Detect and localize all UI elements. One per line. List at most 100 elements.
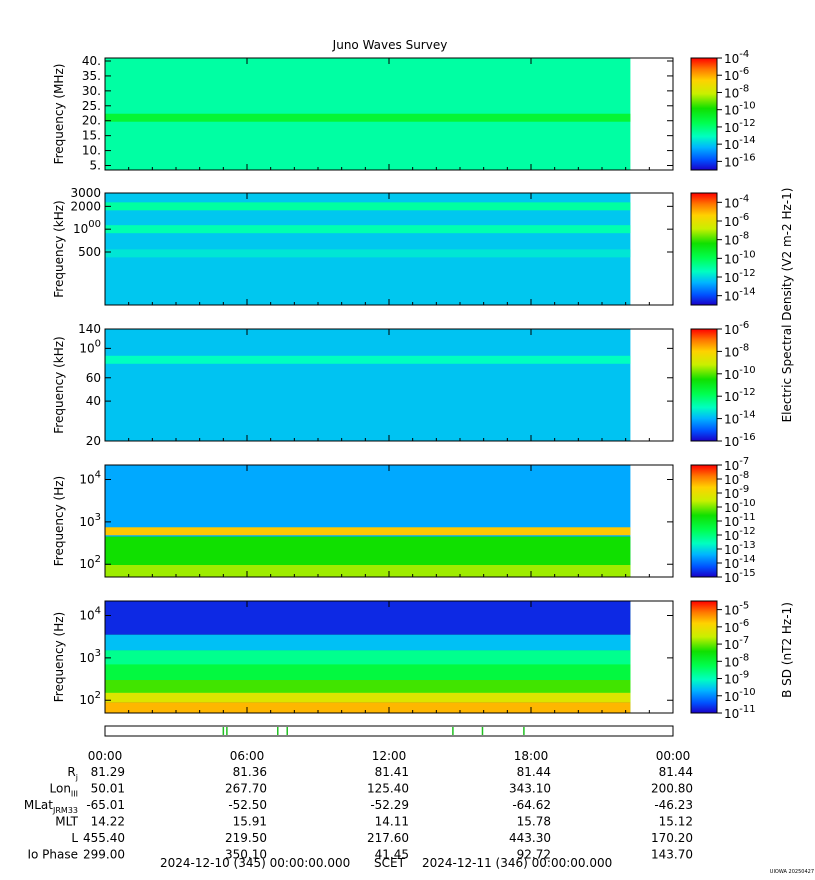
ephemeris-value: 443.30 — [509, 831, 551, 845]
emission-band-1 — [105, 202, 631, 211]
colorbar-title-magnetic: B SD (nT2 Hz-1) — [780, 602, 794, 698]
colorbar-label: 10-7 — [724, 635, 749, 652]
y-axis-label: Frequency (kHz) — [52, 336, 66, 433]
colorbar-label: 10-9 — [724, 670, 749, 687]
colorbar-label: 10-8 — [724, 83, 749, 100]
ephemeris-value: 125.40 — [367, 782, 409, 796]
x-tick-label: 18:00 — [514, 749, 549, 763]
colorbar-label: 10-14 — [724, 287, 756, 304]
magnetic-band-4 — [105, 664, 631, 681]
emission-band-2 — [105, 225, 631, 234]
emission-band-1 — [105, 527, 631, 536]
colorbar-label: 10-13 — [724, 540, 756, 557]
ephemeris-value: 92.72 — [517, 848, 551, 862]
ephemeris-value: 455.40 — [83, 831, 125, 845]
colorbar-1 — [690, 57, 718, 171]
footer-start-time: 2024-12-10 (345) 00:00:00.000 — [160, 856, 350, 870]
mode-bar — [104, 725, 674, 737]
colorbar-label: 10-14 — [724, 554, 756, 571]
colorbar-2 — [690, 192, 718, 306]
colorbar-label: 10-14 — [724, 135, 756, 152]
colorbar-label: 10-6 — [724, 66, 749, 83]
colorbar-5 — [690, 600, 718, 714]
colorbar-label: 10-11 — [724, 512, 756, 529]
colorbar-label: 10-6 — [724, 320, 749, 337]
y-tick-label: 40. — [82, 54, 101, 68]
y-tick-label: 1000 — [73, 219, 101, 236]
y-tick-label: 25. — [82, 99, 101, 113]
time-axis: 00:00 06:00 12:00 18:00 00:00 — [88, 749, 691, 763]
ephemeris-value: 15.78 — [517, 815, 551, 829]
ephemeris-label: MLT — [55, 815, 78, 829]
ephemeris-value: 267.70 — [225, 782, 267, 796]
y-tick-label: 30. — [82, 84, 101, 98]
colorbar-label: 10-10 — [724, 498, 756, 515]
colorbar-label: 10-10 — [724, 101, 756, 118]
x-tick-label: 12:00 — [372, 749, 407, 763]
y-tick-label: 15. — [82, 129, 101, 143]
ephemeris-value: 81.41 — [375, 765, 409, 779]
y-tick-label: 2000 — [70, 199, 101, 213]
ephemeris-label: Io Phase — [27, 848, 78, 862]
y-tick-label: 3000 — [70, 186, 101, 200]
ephemeris-value: 81.44 — [659, 765, 693, 779]
colorbar-label: 10-8 — [724, 652, 749, 669]
y-axis-label: Frequency (MHz) — [52, 64, 66, 165]
y-tick-label: 104 — [79, 470, 101, 487]
ephemeris-value: 41.45 — [375, 848, 409, 862]
panel-3: 140 100 60 40 20 Frequency (kHz) 10-6 10-8 10-10… — [52, 320, 756, 449]
figure-title: Juno Waves Survey — [332, 38, 448, 52]
ephemeris-value: 81.36 — [233, 765, 267, 779]
y-axis-label: Frequency (Hz) — [52, 612, 66, 703]
magnetic-band-5 — [105, 680, 631, 693]
ephemeris-value: 81.29 — [91, 765, 125, 779]
y-tick-label: 100 — [79, 338, 101, 355]
magnetic-band-6 — [105, 692, 631, 703]
ephemeris-value: -52.50 — [228, 798, 267, 812]
x-tick-label: 00:00 — [88, 749, 123, 763]
low-frequency-floor — [105, 565, 631, 577]
ephemeris-table: Rj 81.29 81.36 81.41 81.44 81.44 LonIII 50.01 26… — [24, 765, 693, 862]
magnetic-band-3 — [105, 650, 631, 665]
ephemeris-value: -64.62 — [512, 798, 551, 812]
spectrogram-background — [105, 329, 631, 441]
ephemeris-label: Rj — [67, 765, 78, 782]
y-tick-label: 500 — [78, 245, 101, 259]
colorbar-3 — [690, 328, 718, 442]
colorbar-label: 10-11 — [724, 704, 756, 721]
magnetic-band-7 — [105, 702, 631, 713]
ephemeris-value: 219.50 — [225, 831, 267, 845]
colorbar-label: 10-16 — [724, 152, 756, 169]
colorbar-label: 10-6 — [724, 212, 749, 229]
ephemeris-value: 14.22 — [91, 815, 125, 829]
panel-4: 104 103 102 Frequency (Hz) 10-710-810-910-10… — [52, 456, 756, 585]
magnetic-band-1 — [105, 601, 631, 635]
colorbar-label: 10-12 — [724, 526, 756, 543]
colorbar-title-electric: Electric Spectral Density (V2 m-2 Hz-1) — [780, 188, 794, 423]
colorbar-label: 10-10 — [724, 249, 756, 266]
y-tick-label: 20. — [82, 114, 101, 128]
footer-end-time: 2024-12-11 (346) 00:00:00.000 — [422, 856, 612, 870]
x-tick-label: 00:00 — [656, 749, 691, 763]
ephemeris-value: -52.29 — [370, 798, 409, 812]
colorbar-label: 10-12 — [724, 268, 756, 285]
emission-band-1 — [105, 113, 631, 122]
ephemeris-value: 350.10 — [225, 848, 267, 862]
ephemeris-value: 15.12 — [659, 815, 693, 829]
colorbar-label: 10-14 — [724, 410, 756, 427]
footer-scet-label: SCET — [374, 856, 406, 870]
panel-1: 40.35.30.25.20.15.10.5. Frequency (MHz) 10… — [52, 49, 756, 173]
magnetic-band-2 — [105, 634, 631, 651]
emission-band-1 — [105, 355, 631, 364]
colorbar-label: 10-4 — [724, 49, 749, 66]
colorbar-label: 10-10 — [724, 687, 756, 704]
y-axis-label: Frequency (Hz) — [52, 476, 66, 567]
ephemeris-label: LonIII — [50, 782, 79, 799]
spectrogram-background — [105, 193, 631, 305]
colorbar-label: 10-16 — [724, 432, 756, 449]
ephemeris-value: 200.80 — [651, 782, 693, 796]
ephemeris-value: 14.11 — [375, 815, 409, 829]
